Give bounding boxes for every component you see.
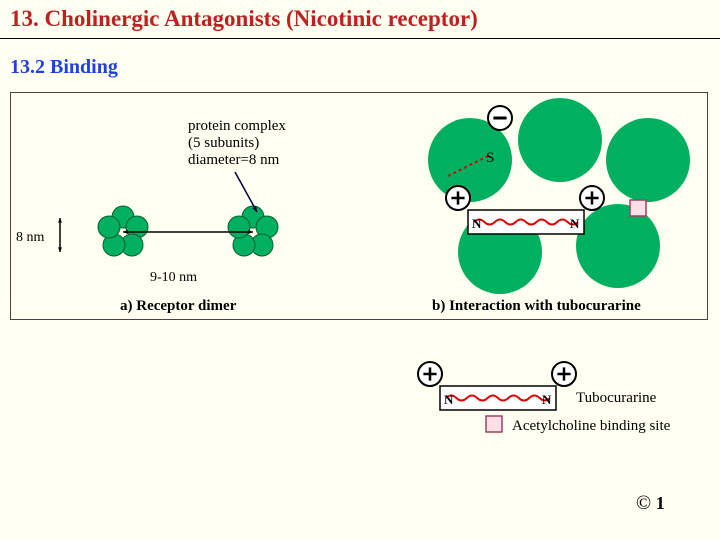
- diagram-svg: N N N N: [0, 0, 720, 540]
- svg-text:N: N: [570, 216, 580, 231]
- distance-910nm-label: 9-10 nm: [150, 270, 197, 286]
- copyright: © 1: [636, 492, 665, 515]
- protein-complex-label: protein complex(5 subunits)diameter=8 nm: [188, 118, 286, 169]
- panel-a-caption: a) Receptor dimer: [120, 298, 236, 315]
- svg-text:N: N: [542, 392, 552, 407]
- svg-text:N: N: [472, 216, 482, 231]
- svg-text:N: N: [444, 392, 454, 407]
- distance-8nm-label: 8 nm: [16, 230, 44, 246]
- panel-b-caption: b) Interaction with tubocurarine: [432, 298, 641, 315]
- legend-tubocurarine-label: Tubocurarine: [576, 390, 656, 407]
- sugar-s-label: S: [486, 150, 494, 167]
- legend-binding-site-label: Acetylcholine binding site: [512, 418, 670, 435]
